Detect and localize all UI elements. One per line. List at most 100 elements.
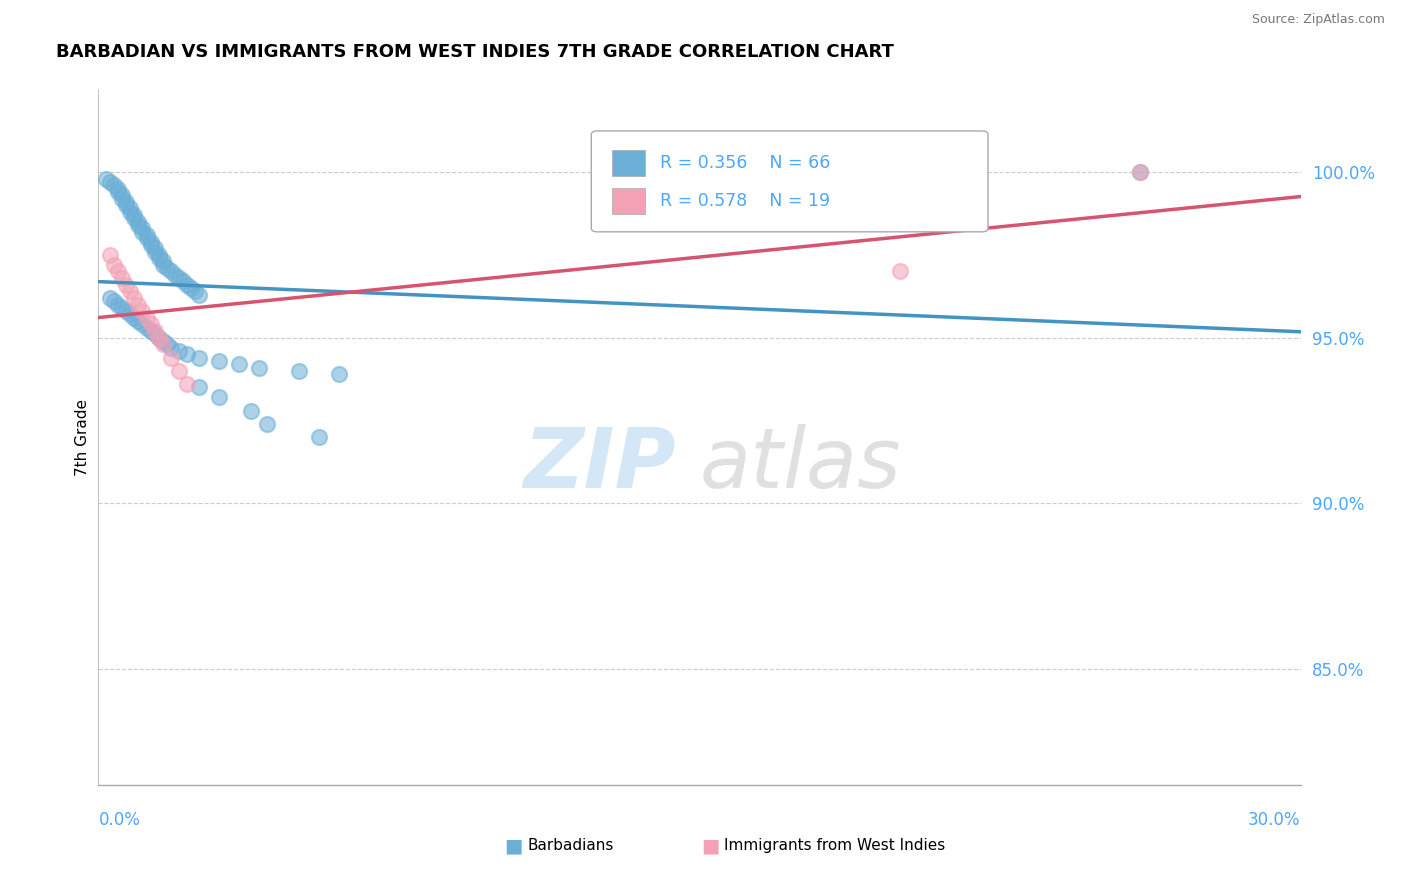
Point xyxy=(152,334,174,348)
Point xyxy=(135,227,157,242)
Point xyxy=(124,208,146,222)
FancyBboxPatch shape xyxy=(612,150,645,177)
Point xyxy=(143,324,166,338)
Point xyxy=(120,202,142,216)
Point xyxy=(139,324,162,338)
Point xyxy=(128,297,150,311)
Point xyxy=(167,343,190,358)
Point xyxy=(148,248,170,262)
Point xyxy=(96,171,118,186)
Point xyxy=(124,291,146,305)
Y-axis label: 7th Grade: 7th Grade xyxy=(75,399,90,475)
Point xyxy=(107,264,129,278)
Point xyxy=(131,304,153,318)
Text: ZIP: ZIP xyxy=(523,425,675,506)
Point xyxy=(148,331,170,345)
Point xyxy=(152,337,174,351)
Point xyxy=(187,287,209,301)
Point xyxy=(889,264,911,278)
Point xyxy=(131,318,153,332)
Text: atlas: atlas xyxy=(699,425,901,506)
Point xyxy=(176,347,198,361)
Point xyxy=(131,221,153,235)
Point xyxy=(148,331,170,345)
Text: R = 0.356    N = 66: R = 0.356 N = 66 xyxy=(659,154,830,172)
Point xyxy=(167,364,190,378)
Point xyxy=(208,390,231,404)
Point xyxy=(115,198,138,212)
Point xyxy=(103,178,125,193)
Point xyxy=(239,403,262,417)
Point xyxy=(1129,165,1152,179)
Point xyxy=(159,264,181,278)
Text: ■: ■ xyxy=(700,836,720,855)
Point xyxy=(124,310,146,325)
Point xyxy=(135,310,157,325)
Point xyxy=(143,327,166,342)
Point xyxy=(155,337,177,351)
Point xyxy=(115,277,138,292)
Point xyxy=(100,291,122,305)
Text: 0.0%: 0.0% xyxy=(98,812,141,830)
Point xyxy=(111,271,134,285)
Point xyxy=(328,367,350,381)
Point xyxy=(111,192,134,206)
Point xyxy=(131,225,153,239)
Point xyxy=(100,175,122,189)
Point xyxy=(159,341,181,355)
Point xyxy=(187,380,209,394)
Point xyxy=(124,211,146,226)
Point xyxy=(308,430,330,444)
Point xyxy=(128,218,150,232)
Point xyxy=(120,285,142,299)
Point xyxy=(139,235,162,249)
Point xyxy=(128,215,150,229)
Point xyxy=(120,308,142,322)
Point xyxy=(180,281,202,295)
Point xyxy=(143,241,166,255)
Point xyxy=(152,254,174,268)
Point xyxy=(111,301,134,315)
Point xyxy=(176,277,198,292)
Point xyxy=(208,354,231,368)
Point xyxy=(107,185,129,199)
Point xyxy=(115,304,138,318)
Text: Barbadians: Barbadians xyxy=(527,838,613,853)
Point xyxy=(152,258,174,272)
Point xyxy=(143,244,166,259)
Point xyxy=(167,271,190,285)
Point xyxy=(288,364,311,378)
Text: ■: ■ xyxy=(503,836,523,855)
Text: R = 0.578    N = 19: R = 0.578 N = 19 xyxy=(659,192,830,211)
Point xyxy=(256,417,278,431)
Point xyxy=(163,268,186,282)
Point xyxy=(187,351,209,365)
Point xyxy=(228,357,250,371)
Point xyxy=(139,238,162,252)
FancyBboxPatch shape xyxy=(592,131,988,232)
FancyBboxPatch shape xyxy=(612,188,645,214)
Point xyxy=(183,285,205,299)
Point xyxy=(100,248,122,262)
Text: 30.0%: 30.0% xyxy=(1249,812,1301,830)
Point xyxy=(148,251,170,265)
Point xyxy=(139,318,162,332)
Point xyxy=(176,377,198,392)
Point xyxy=(107,297,129,311)
Point xyxy=(107,181,129,195)
Point xyxy=(155,261,177,276)
Text: Immigrants from West Indies: Immigrants from West Indies xyxy=(724,838,945,853)
Text: Source: ZipAtlas.com: Source: ZipAtlas.com xyxy=(1251,13,1385,27)
Point xyxy=(172,274,194,288)
Text: BARBADIAN VS IMMIGRANTS FROM WEST INDIES 7TH GRADE CORRELATION CHART: BARBADIAN VS IMMIGRANTS FROM WEST INDIES… xyxy=(56,43,894,61)
Point xyxy=(103,258,125,272)
Point xyxy=(103,294,125,309)
Point xyxy=(128,314,150,328)
Point xyxy=(120,204,142,219)
Point xyxy=(159,351,181,365)
Point xyxy=(1129,165,1152,179)
Point xyxy=(247,360,270,375)
Point xyxy=(135,231,157,245)
Point xyxy=(111,188,134,202)
Point xyxy=(115,194,138,209)
